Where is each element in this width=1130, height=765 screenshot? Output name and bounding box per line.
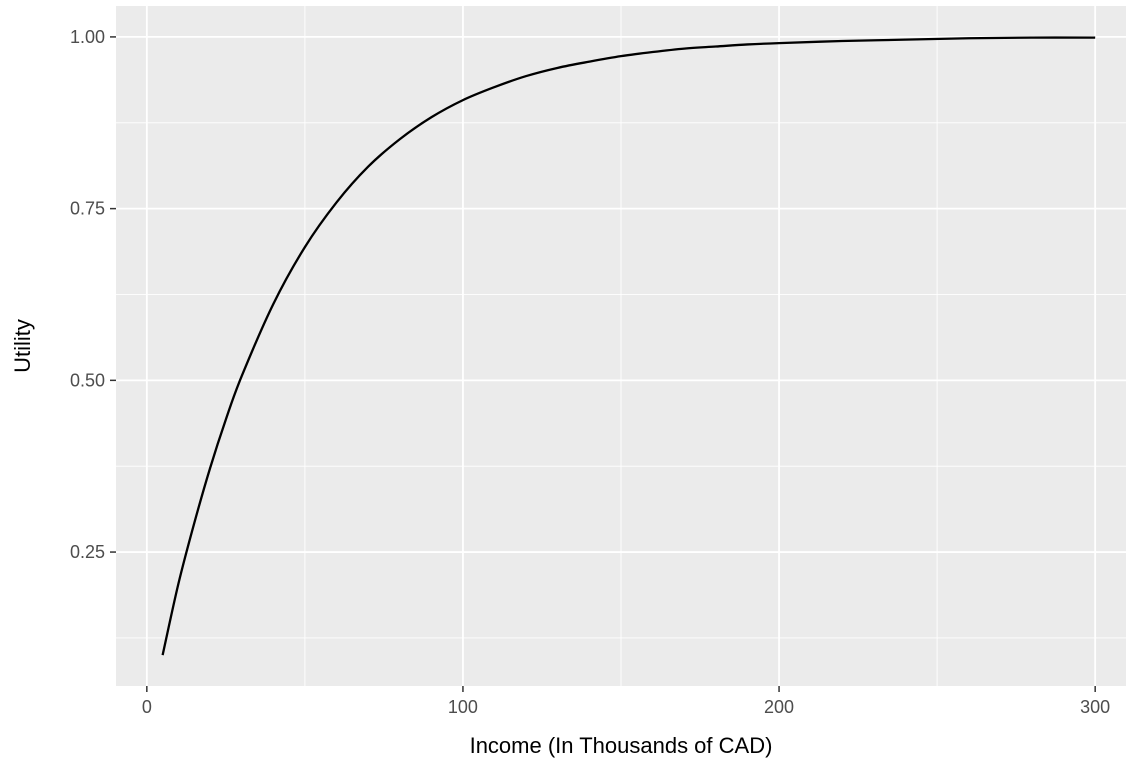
x-tick-label: 200 — [764, 697, 794, 717]
series-layer — [161, 36, 1096, 656]
x-tick-label: 100 — [448, 697, 478, 717]
y-tick-label: 1.00 — [70, 27, 105, 47]
minor-gridlines — [116, 6, 1126, 686]
x-axis: 0 100 200 300 — [142, 686, 1110, 717]
x-tick-label: 300 — [1080, 697, 1110, 717]
y-axis: 0.25 0.50 0.75 1.00 — [70, 27, 116, 562]
x-axis-title: Income (In Thousands of CAD) — [470, 733, 773, 758]
y-tick-label: 0.75 — [70, 199, 105, 219]
y-tick-label: 0.25 — [70, 542, 105, 562]
x-tick-label: 0 — [142, 697, 152, 717]
y-tick-label: 0.50 — [70, 370, 105, 390]
series-line-0 — [161, 36, 1096, 656]
major-gridlines — [116, 6, 1126, 686]
y-axis-title: Utility — [10, 319, 35, 373]
